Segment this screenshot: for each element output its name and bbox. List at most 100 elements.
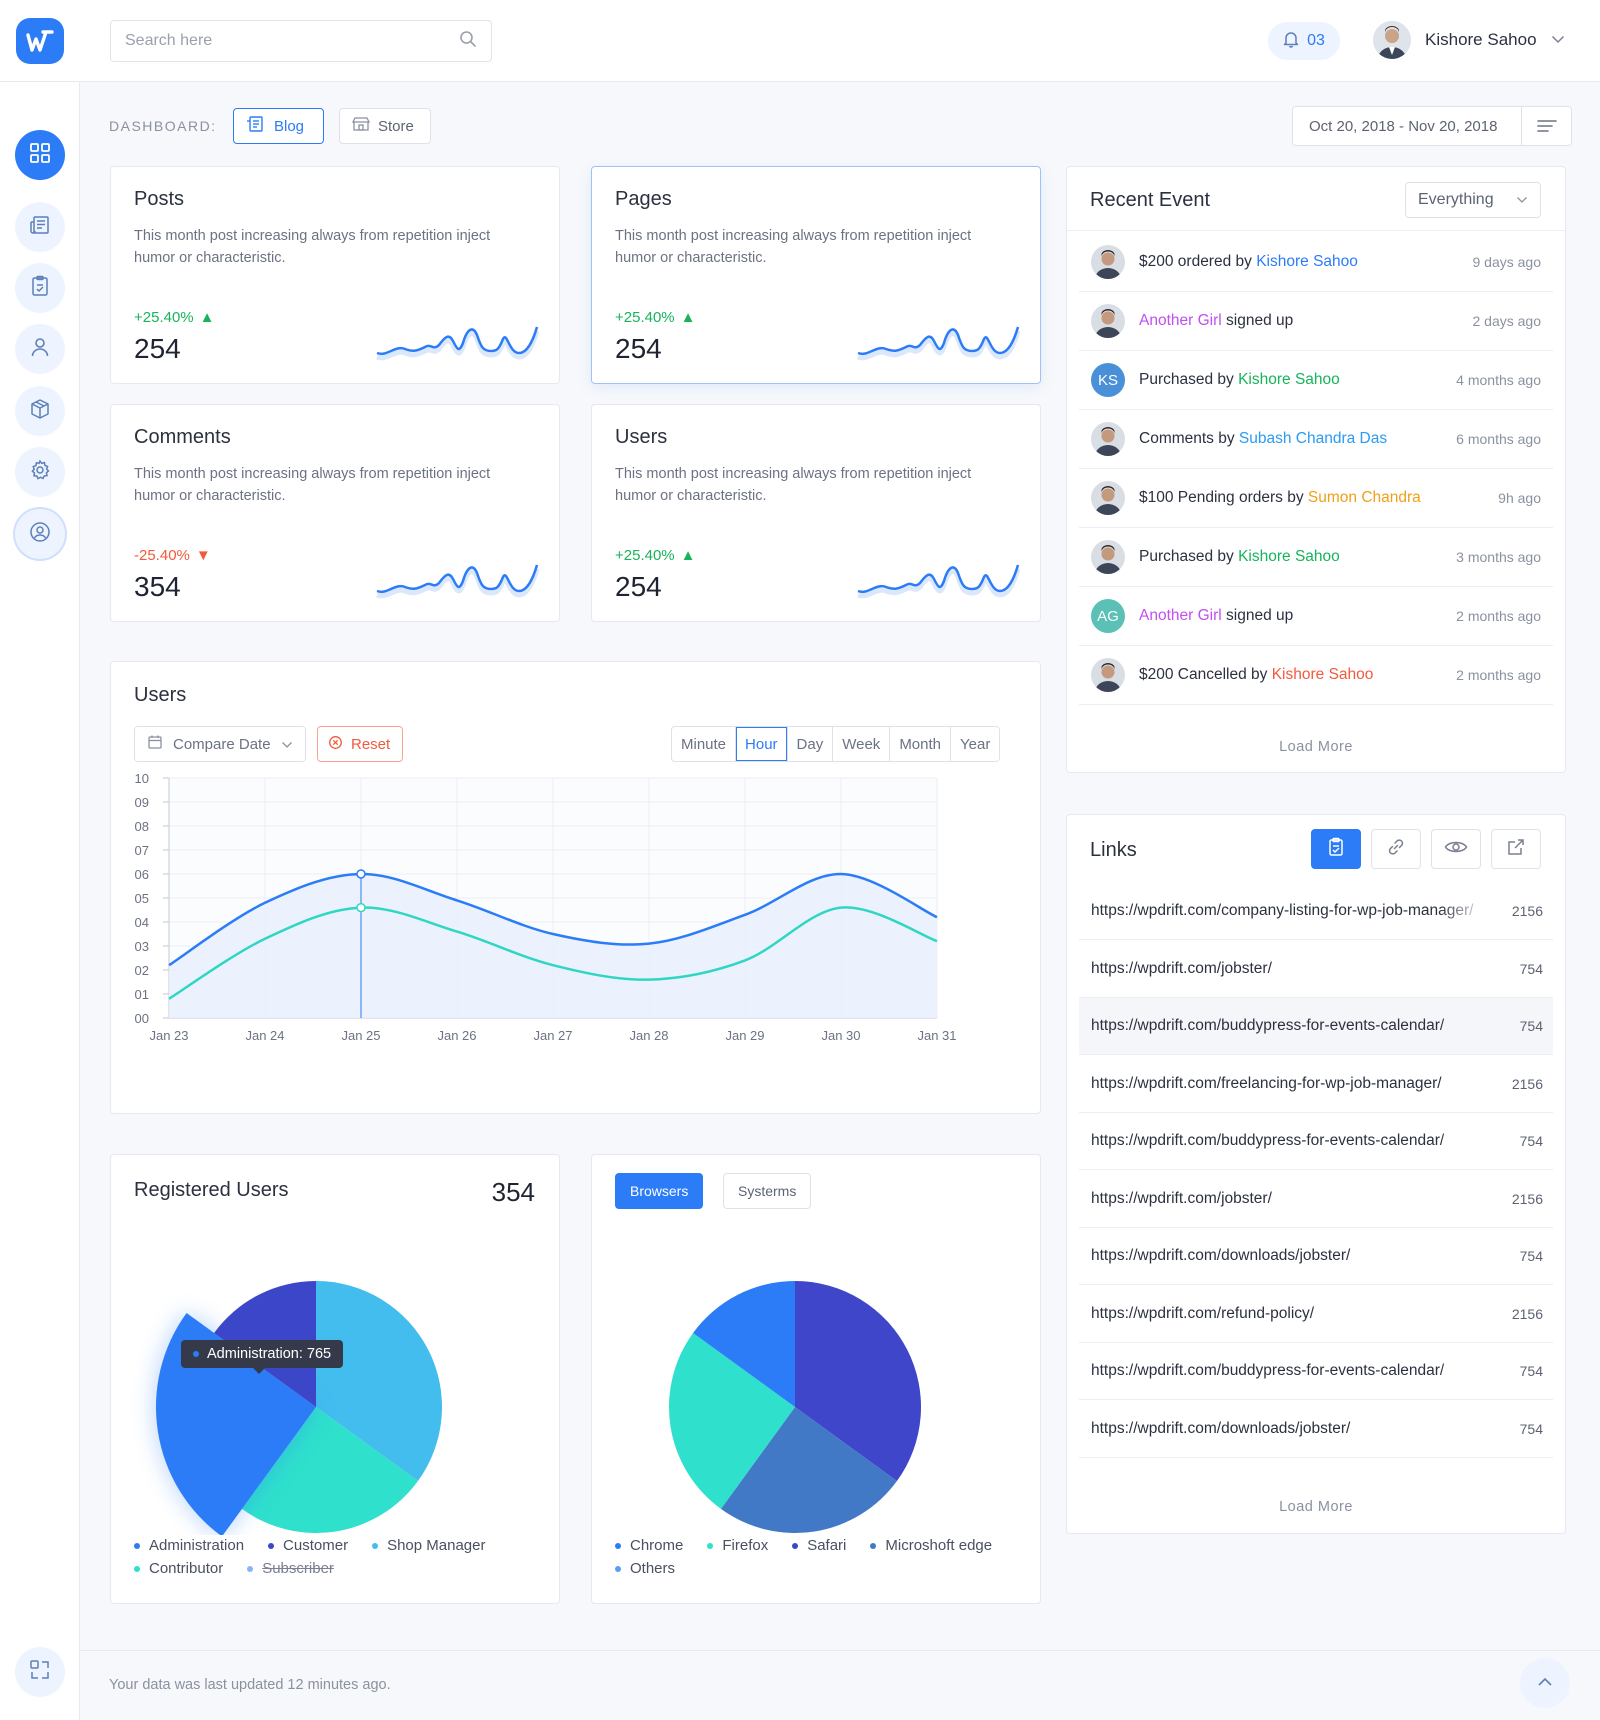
event-row[interactable]: KS Purchased by Kishore Sahoo 4 months ago <box>1079 351 1553 410</box>
data-point[interactable] <box>356 902 366 913</box>
event-row[interactable]: $200 ordered by Kishore Sahoo 9 days ago <box>1079 233 1553 292</box>
tab-blog[interactable]: Blog <box>233 108 324 144</box>
links-clipboard-button[interactable] <box>1311 829 1361 869</box>
link-count: 754 <box>1519 1363 1543 1379</box>
search-icon[interactable] <box>459 30 477 53</box>
event-user-link[interactable]: Another Girl <box>1139 312 1222 329</box>
event-row[interactable]: Purchased by Kishore Sahoo 3 months ago <box>1079 528 1553 587</box>
legend-item[interactable]: Customer <box>268 1537 348 1554</box>
sidebar-item-expand[interactable] <box>15 1647 65 1697</box>
user-icon <box>29 336 51 363</box>
period-month[interactable]: Month <box>890 727 952 761</box>
pie-slice[interactable] <box>720 1407 897 1533</box>
sidebar-item-dashboard[interactable] <box>15 130 65 180</box>
link-row[interactable]: https://wpdrift.com/company-listing-for-… <box>1079 883 1553 940</box>
legend-item[interactable]: Subscriber <box>247 1560 334 1577</box>
legend-item[interactable]: Safari <box>792 1537 846 1554</box>
legend-item[interactable]: Chrome <box>615 1537 683 1554</box>
link-row[interactable]: https://wpdrift.com/downloads/jobster/75… <box>1079 1228 1553 1285</box>
stat-value: 254 <box>615 333 662 364</box>
link-url[interactable]: https://wpdrift.com/jobster/ <box>1091 959 1272 977</box>
links-external-button[interactable] <box>1491 829 1541 869</box>
pie-slice[interactable] <box>156 1312 316 1535</box>
sidebar-item-users[interactable] <box>15 324 65 374</box>
link-url[interactable]: https://wpdrift.com/freelancing-for-wp-j… <box>1091 1074 1442 1092</box>
legend-item[interactable]: Microshoft edge <box>870 1537 992 1554</box>
link-url[interactable]: https://wpdrift.com/jobster/ <box>1091 1189 1272 1207</box>
chevron-down-icon[interactable] <box>1551 31 1565 49</box>
link-row[interactable]: https://wpdrift.com/jobster/2156 <box>1079 1171 1553 1228</box>
pie-slice[interactable] <box>316 1281 443 1482</box>
link-url[interactable]: https://wpdrift.com/buddypress-for-event… <box>1091 1017 1445 1034</box>
link-url[interactable]: https://wpdrift.com/buddypress-for-event… <box>1091 1132 1445 1149</box>
link-row[interactable]: https://wpdrift.com/freelancing-for-wp-j… <box>1079 1056 1553 1113</box>
link-url[interactable]: https://wpdrift.com/company-listing-for-… <box>1091 902 1474 919</box>
legend-item[interactable]: Contributor <box>134 1560 223 1577</box>
sidebar-item-tasks[interactable] <box>15 263 65 313</box>
period-year[interactable]: Year <box>960 735 991 753</box>
notification-count: 03 <box>1307 32 1325 49</box>
event-row[interactable]: Comments by Subash Chandra Das 6 months a… <box>1079 410 1553 469</box>
period-week[interactable]: Week <box>833 727 891 761</box>
tab-systems[interactable]: Systerms <box>723 1173 812 1209</box>
legend-item[interactable]: Firefox <box>707 1537 768 1554</box>
event-user-link[interactable]: Subash Chandra Das <box>1238 430 1388 447</box>
search-input[interactable] <box>125 32 459 50</box>
links-view-button[interactable] <box>1431 829 1481 869</box>
links-load-more-button[interactable]: Load More <box>1279 1499 1353 1515</box>
data-point[interactable] <box>356 869 366 879</box>
menu-icon[interactable] <box>1521 107 1571 145</box>
period-day[interactable]: Day <box>788 727 834 761</box>
stat-card-pages[interactable]: Pages This month post increasing always … <box>591 166 1041 384</box>
link-url[interactable]: https://wpdrift.com/refund-policy/ <box>1091 1304 1315 1322</box>
event-row[interactable]: $100 Pending orders by Sumon Chandra 9h a… <box>1079 469 1553 528</box>
tab-browsers[interactable]: Browsers <box>615 1173 704 1209</box>
link-row[interactable]: https://wpdrift.com/downloads/jobster/75… <box>1079 1401 1553 1458</box>
link-count: 754 <box>1519 1133 1543 1149</box>
link-row[interactable]: https://wpdrift.com/buddypress-for-event… <box>1079 998 1553 1055</box>
sidebar-item-account[interactable] <box>15 509 65 559</box>
event-row[interactable]: $200 Cancelled by Kishore Sahoo 2 months … <box>1079 646 1553 705</box>
link-url[interactable]: https://wpdrift.com/buddypress-for-event… <box>1091 1362 1445 1379</box>
link-row[interactable]: https://wpdrift.com/jobster/754 <box>1079 941 1553 998</box>
user-menu[interactable]: Kishore Sahoo <box>1373 21 1565 59</box>
pie-slice[interactable] <box>795 1281 921 1482</box>
date-range-picker[interactable]: Oct 20, 2018 - Nov 20, 2018 <box>1292 106 1572 146</box>
scroll-to-top-button[interactable] <box>1520 1658 1570 1708</box>
pie-slice[interactable] <box>669 1332 795 1509</box>
app-logo[interactable] <box>16 18 64 64</box>
notifications-button[interactable]: 03 <box>1268 22 1340 60</box>
sidebar-item-settings[interactable] <box>15 447 65 497</box>
stat-card-users[interactable]: Users This month post increasing always … <box>591 404 1041 622</box>
link-row[interactable]: https://wpdrift.com/buddypress-for-event… <box>1079 1343 1553 1400</box>
period-hour[interactable]: Hour <box>736 727 788 761</box>
events-load-more-button[interactable]: Load More <box>1279 739 1353 755</box>
link-row[interactable]: https://wpdrift.com/buddypress-for-event… <box>1079 1113 1553 1170</box>
pie-slice[interactable] <box>693 1281 795 1407</box>
event-user-link[interactable]: Kishore Sahoo <box>1271 666 1374 683</box>
sidebar-item-store[interactable] <box>15 386 65 436</box>
legend-item[interactable]: Others <box>615 1560 675 1577</box>
event-user-link[interactable]: Sumon Chandra <box>1307 489 1421 506</box>
legend-item[interactable]: Administration <box>134 1537 244 1554</box>
period-minute[interactable]: Minute <box>672 727 737 761</box>
event-row[interactable]: Another Girl signed up 2 days ago <box>1079 292 1553 351</box>
stat-card-posts[interactable]: Posts This month post increasing always … <box>110 166 560 384</box>
compare-date-dropdown[interactable]: Compare Date <box>134 726 306 762</box>
sidebar-item-blog[interactable] <box>15 202 65 252</box>
event-user-link[interactable]: Kishore Sahoo <box>1238 548 1340 565</box>
links-link-button[interactable] <box>1371 829 1421 869</box>
event-filter-dropdown[interactable]: Everything <box>1405 182 1541 218</box>
tab-store[interactable]: Store <box>339 108 431 144</box>
link-url[interactable]: https://wpdrift.com/downloads/jobster/ <box>1091 1247 1351 1264</box>
reset-button[interactable]: Reset <box>317 726 403 762</box>
link-url[interactable]: https://wpdrift.com/downloads/jobster/ <box>1091 1419 1351 1437</box>
event-user-link[interactable]: Another Girl <box>1139 607 1222 624</box>
event-user-link[interactable]: Kishore Sahoo <box>1238 371 1340 388</box>
event-row[interactable]: AG Another Girl signed up 2 months ago <box>1079 587 1553 646</box>
link-row[interactable]: https://wpdrift.com/refund-policy/2156 <box>1079 1286 1553 1343</box>
stat-card-comments[interactable]: Comments This month post increasing alwa… <box>110 404 560 622</box>
pie-slice[interactable] <box>241 1407 418 1533</box>
event-user-link[interactable]: Kishore Sahoo <box>1256 253 1358 270</box>
legend-item[interactable]: Shop Manager <box>372 1537 485 1554</box>
